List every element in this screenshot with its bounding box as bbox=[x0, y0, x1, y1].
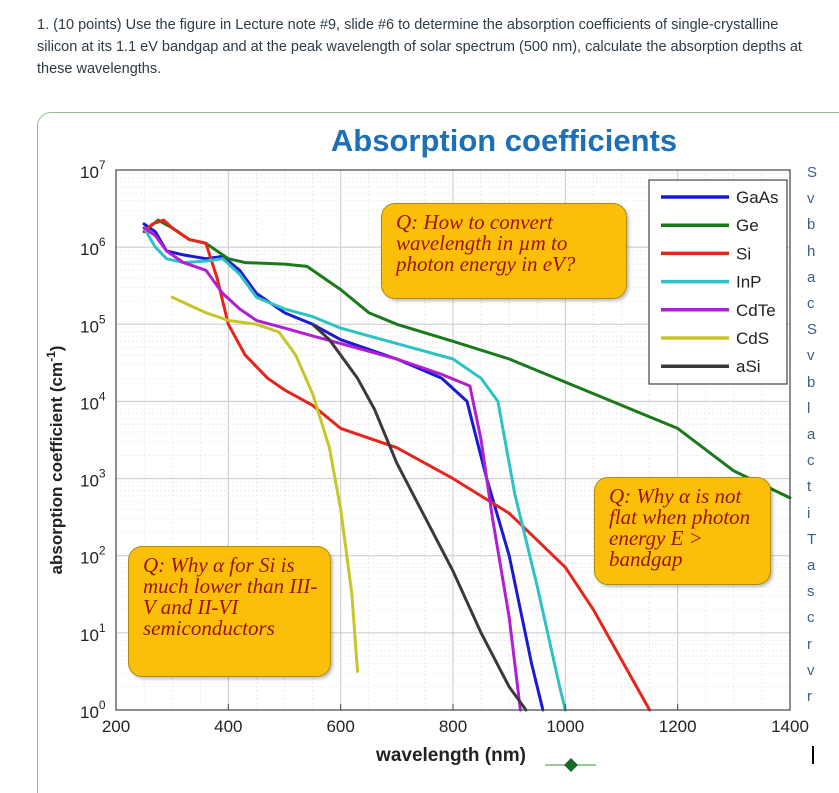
x-tick-label: 600 bbox=[326, 717, 354, 736]
legend-label-gaas: GaAs bbox=[736, 188, 779, 207]
side-text-letter: a bbox=[807, 557, 816, 574]
side-text-letter: c bbox=[807, 452, 815, 470]
callout-si-absorption: Q: Why α for Si is much lower than III-V… bbox=[128, 546, 331, 677]
x-tick-label: 1200 bbox=[659, 717, 697, 736]
side-text-letter: r bbox=[807, 688, 812, 705]
series-line-si bbox=[142, 218, 652, 712]
x-tick-label: 1400 bbox=[771, 717, 809, 736]
side-text-letter: t bbox=[807, 478, 812, 496]
lecture-slide-image: Absorption coefficients 200 400 600 800 1000… bbox=[37, 112, 839, 793]
svg-text:absorption coefficient (cm-1): absorption coefficient (cm-1) bbox=[44, 346, 66, 575]
side-text-letter: a bbox=[807, 268, 816, 286]
side-text-letter: s bbox=[807, 583, 815, 601]
side-text-letter: c bbox=[807, 295, 815, 312]
series-line-cdte bbox=[142, 226, 522, 712]
series-line-asi bbox=[311, 322, 528, 712]
question-text: 1. (10 points) Use the figure in Lecture… bbox=[37, 17, 802, 77]
callout-convert-wavelength: Q: How to convert wavelength in µm to ph… bbox=[381, 203, 627, 299]
y-tick-label: 104 bbox=[80, 389, 106, 413]
side-text-letter: S bbox=[807, 321, 818, 339]
side-text-letter: v bbox=[807, 190, 815, 208]
side-text-letter: S bbox=[807, 164, 818, 181]
side-text-letter: v bbox=[807, 661, 815, 679]
y-tick-label: 105 bbox=[80, 312, 106, 336]
y-axis-label: absorption coefficient (cm-1) bbox=[44, 346, 66, 575]
y-tick-label: 100 bbox=[80, 698, 106, 722]
side-text-letter: h bbox=[807, 242, 816, 260]
x-tick-label: 400 bbox=[214, 717, 242, 736]
side-text-letter: T bbox=[807, 530, 817, 548]
callout-alpha-not-flat: Q: Why α is not flat when photon energy … bbox=[594, 477, 771, 585]
y-tick-label: 102 bbox=[80, 544, 106, 568]
side-text-letter: b bbox=[807, 216, 816, 234]
legend-label-inp: InP bbox=[736, 273, 762, 292]
x-tick-label: 200 bbox=[102, 717, 130, 736]
legend-label-cdte: CdTe bbox=[736, 301, 776, 320]
y-tick-label: 106 bbox=[80, 235, 106, 259]
side-text-letter: a bbox=[807, 426, 816, 443]
legend-label-ge: Ge bbox=[736, 216, 759, 235]
series-line-cds bbox=[170, 295, 359, 673]
chart-title: Absorption coefficients bbox=[331, 123, 677, 158]
y-tick-label: 107 bbox=[80, 158, 106, 182]
side-text-letter: i bbox=[807, 504, 811, 522]
x-axis-label: wavelength (nm) bbox=[375, 745, 526, 766]
y-tick-label: 101 bbox=[80, 621, 106, 645]
legend-label-asi: aSi bbox=[736, 357, 761, 376]
legend-label-si: Si bbox=[736, 244, 751, 263]
x-tick-label: 1000 bbox=[546, 717, 584, 736]
side-text-letter: r bbox=[807, 635, 812, 653]
x-tick-label: 800 bbox=[439, 717, 467, 736]
text-cursor bbox=[812, 746, 814, 764]
side-text-letter: v bbox=[807, 347, 815, 365]
y-axis-label-text: absorption coefficient (cm bbox=[47, 362, 66, 575]
y-axis-label-exponent: -1 bbox=[44, 351, 58, 362]
side-text-letter: c bbox=[807, 609, 815, 627]
side-text-letter: b bbox=[807, 373, 816, 391]
y-tick-label: 103 bbox=[80, 467, 106, 491]
series-line-gaas bbox=[142, 222, 545, 712]
legend-label-cds: CdS bbox=[736, 329, 769, 348]
side-text-letter: l bbox=[807, 399, 811, 417]
slide-diamond-icon bbox=[564, 758, 578, 772]
